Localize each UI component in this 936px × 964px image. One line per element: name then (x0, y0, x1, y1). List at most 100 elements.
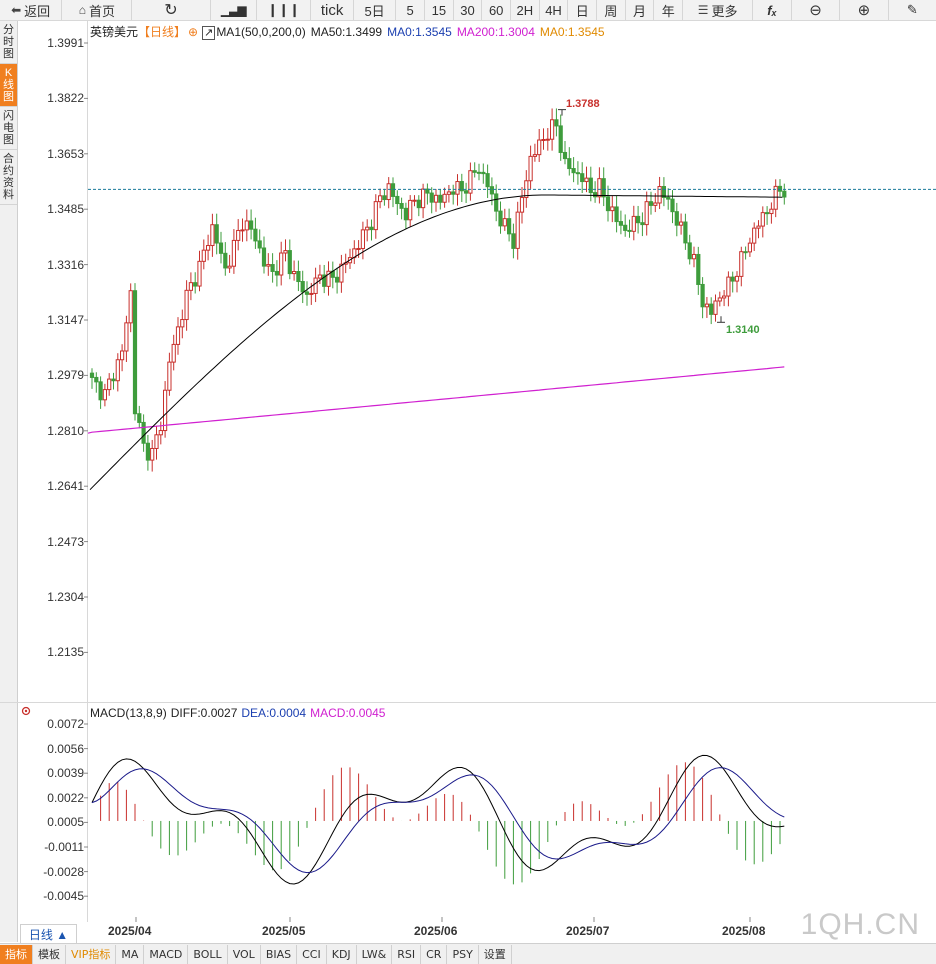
candle (679, 213, 684, 235)
candle (773, 179, 778, 218)
candle (390, 177, 396, 208)
tick-button[interactable]: tick (311, 0, 354, 20)
candle (459, 173, 464, 202)
candle (416, 195, 421, 217)
refresh-button[interactable]: ↻ (132, 0, 211, 20)
legend-settings-icon[interactable]: ⊕ (188, 25, 199, 39)
tab-cci[interactable]: CCI (297, 944, 327, 964)
candle (111, 372, 116, 390)
tab-contract-info[interactable]: 合约资料 (0, 150, 17, 205)
candle (747, 237, 752, 257)
period-60min[interactable]: 60 (482, 0, 512, 20)
period-5min[interactable]: 5 (396, 0, 425, 20)
candle (210, 213, 215, 257)
price-axis-label: 1.3485 (47, 202, 84, 217)
zoom-in-button[interactable]: ⊕ (840, 0, 889, 20)
tab-flash[interactable]: 闪电图 (0, 107, 17, 150)
period-30min[interactable]: 30 (454, 0, 483, 20)
candle (249, 209, 254, 240)
home-button[interactable]: ⌂ 首页 (62, 0, 133, 20)
candle (145, 434, 151, 471)
candle-type-button[interactable]: ❙❙❙ (257, 0, 312, 20)
tab-rsi[interactable]: RSI (392, 944, 422, 964)
candle (782, 183, 787, 205)
candle (167, 352, 172, 396)
candle (330, 261, 335, 289)
candle (584, 166, 589, 193)
macd-axis-label: 0.0039 (47, 766, 84, 781)
candle (292, 260, 297, 281)
candle (455, 174, 460, 206)
period-15min[interactable]: 15 (425, 0, 454, 20)
candle (683, 213, 688, 250)
candle (425, 183, 430, 205)
tab-settings[interactable]: 设置 (479, 944, 512, 964)
candle (403, 202, 408, 230)
candle (623, 214, 628, 237)
candle (528, 145, 533, 189)
candle (102, 383, 108, 407)
period-week[interactable]: 周 (597, 0, 626, 20)
period-2h[interactable]: 2H (511, 0, 540, 20)
back-button[interactable]: ⬅ 返回 (0, 0, 63, 20)
candle (132, 283, 138, 421)
tab-macd[interactable]: MACD (144, 944, 189, 964)
price-axis-label: 1.3316 (47, 257, 84, 272)
candle (206, 234, 211, 261)
period-month[interactable]: 月 (626, 0, 655, 20)
candle (636, 205, 641, 234)
draw-button[interactable]: ✎ (889, 0, 936, 20)
candle (180, 309, 185, 339)
candle (339, 254, 344, 293)
candle (352, 240, 357, 265)
candle (494, 184, 499, 222)
candle (322, 264, 327, 294)
candle (597, 167, 602, 204)
tab-vol[interactable]: VOL (228, 944, 261, 964)
tab-ma[interactable]: MA (116, 944, 145, 964)
more-button[interactable]: ☰ 更多 (683, 0, 754, 20)
period-4h[interactable]: 4H (540, 0, 569, 20)
tab-timeshare[interactable]: 分时图 (0, 21, 17, 64)
candle (378, 188, 383, 209)
candle (188, 272, 194, 301)
tab-template[interactable]: 模板 (33, 944, 66, 964)
formula-button[interactable]: fₓ (753, 0, 792, 20)
candle (270, 253, 275, 283)
low-marker (717, 316, 725, 323)
candle (257, 229, 262, 254)
macd-name: MACD(13,8,9) (90, 706, 167, 720)
period-5day[interactable]: 5日 (354, 0, 397, 20)
candle (545, 128, 550, 151)
tab-lw[interactable]: LW& (357, 944, 393, 964)
candle (300, 270, 305, 304)
chart-type-button[interactable]: ▁▃▆ (211, 0, 257, 20)
tab-vip-indicator[interactable]: VIP指标 (66, 944, 117, 964)
candle (691, 246, 697, 268)
period-selector[interactable]: 日线 ▲ (20, 924, 77, 944)
macd-dea-line (91, 767, 785, 874)
tab-psy[interactable]: PSY (447, 944, 479, 964)
price-chart[interactable]: 1.3788 1.3140 (0, 0, 936, 943)
tab-cr[interactable]: CR (421, 944, 448, 964)
macd-dea-value: DEA:0.0004 (241, 706, 307, 720)
period-year[interactable]: 年 (654, 0, 684, 20)
tab-kdj[interactable]: KDJ (327, 944, 357, 964)
candle (476, 163, 482, 181)
zoom-out-button[interactable]: ⊖ (792, 0, 841, 20)
candle (532, 143, 537, 162)
tab-boll[interactable]: BOLL (188, 944, 228, 964)
indicator-settings-icon[interactable] (21, 706, 31, 716)
period-day[interactable]: 日 (568, 0, 598, 20)
tab-kline[interactable]: K线图 (0, 64, 17, 107)
fx-icon: fₓ (767, 2, 777, 18)
candle (734, 271, 740, 293)
candle (94, 372, 99, 393)
tab-indicator[interactable]: 指标 (0, 944, 33, 964)
candle (674, 202, 679, 237)
tab-bias[interactable]: BIAS (261, 944, 298, 964)
price-axis-label: 1.3147 (47, 313, 84, 327)
indicator-tab-bar: 指标 模板 VIP指标 MA MACD BOLL VOL BIAS CCI KD… (0, 943, 936, 964)
candle (115, 353, 120, 392)
ma200-value: MA200:1.3004 (456, 25, 535, 39)
